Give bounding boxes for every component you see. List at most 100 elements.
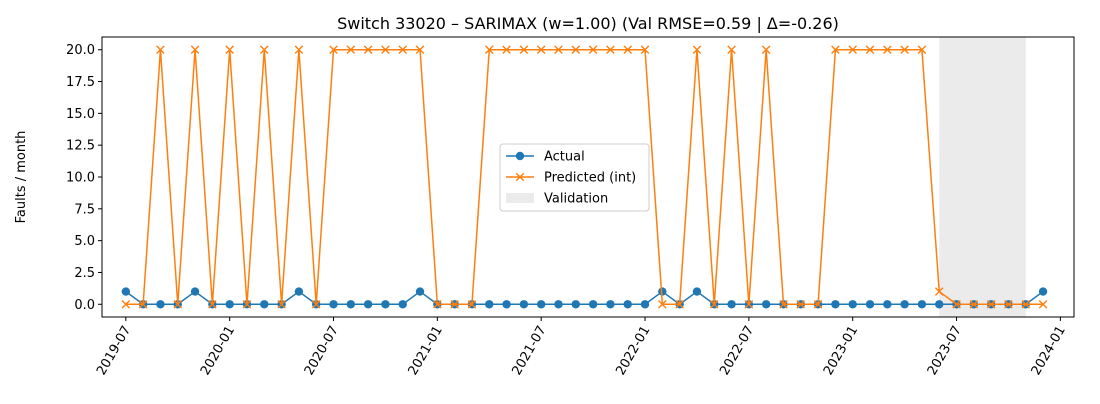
data-point-predicted-int [986,299,996,309]
data-point-predicted-int [969,299,979,309]
data-point-predicted-int [329,45,338,55]
x-tick-label: 2019-07 [94,324,134,379]
data-point-actual [381,300,390,309]
data-point-actual [519,300,529,309]
data-point-actual [121,287,131,296]
y-axis-label: Faults / month [14,131,29,224]
data-point-predicted-int [415,45,425,55]
data-point-actual [502,300,511,309]
x-tick-label: 2023-07 [925,324,965,379]
y-tick-label: 15.0 [66,107,95,122]
data-point-predicted-int [675,299,684,309]
data-point-predicted-int [831,45,840,55]
data-point-predicted-int [502,45,511,55]
x-tick-label: 2022-01 [613,324,653,379]
data-point-predicted-int [363,45,373,55]
data-point-predicted-int [381,45,390,55]
data-point-predicted-int [796,299,806,309]
data-point-predicted-int [225,45,234,55]
data-point-actual [588,300,598,309]
y-tick-label: 0.0 [74,298,95,313]
series-line-predicted-int [125,48,1044,306]
data-point-actual [571,300,581,309]
data-point-predicted-int [865,45,875,55]
data-point-predicted-int [848,45,857,55]
data-point-predicted-int [519,45,529,55]
data-point-actual [848,300,857,309]
data-point-predicted-int [744,299,754,309]
data-point-predicted-int [813,299,823,309]
data-point-predicted-int [623,45,633,55]
data-point-actual [536,300,546,309]
chart-title: Switch 33020 – SARIMAX (w=1.00) (Val RMS… [337,14,839,33]
data-point-actual [329,300,338,309]
data-point-actual [225,300,234,309]
data-point-predicted-int [294,45,304,55]
data-point-predicted-int [917,45,927,55]
x-tick-label: 2020-01 [198,324,238,379]
data-point-predicted-int [346,45,356,55]
data-point-actual [363,300,373,309]
validation-region [939,37,1026,317]
y-tick-label: 7.5 [74,202,95,217]
data-point-predicted-int [658,299,667,309]
data-point-actual [761,300,771,309]
data-point-predicted-int [727,45,736,55]
data-point-actual [156,300,165,309]
data-point-predicted-int [484,45,494,55]
data-point-predicted-int [311,299,321,309]
data-point-predicted-int [156,45,165,55]
data-point-predicted-int [1004,299,1013,309]
data-point-predicted-int [242,299,252,309]
y-tick-label: 5.0 [74,234,95,249]
data-point-actual [415,287,425,296]
data-point-predicted-int [692,45,702,55]
data-point-predicted-int [761,45,771,55]
data-point-predicted-int [208,299,217,309]
legend-label-actual: Actual [544,150,585,165]
data-point-predicted-int [121,299,131,309]
x-tick-label: 2024-01 [1029,324,1069,379]
data-point-predicted-int [190,45,200,55]
x-tick-label: 2022-07 [717,324,757,379]
data-point-actual [640,300,650,309]
data-point-actual [692,287,702,296]
y-tick-label: 17.5 [66,75,95,90]
data-point-predicted-int [709,299,719,309]
x-tick-label: 2021-01 [406,324,446,379]
data-point-predicted-int [934,287,944,296]
data-point-actual [900,300,909,309]
data-point-predicted-int [900,45,909,55]
legend-marker-actual [515,151,525,161]
x-tick-label: 2020-07 [302,324,342,379]
legend-label-predicted-int: Predicted (int) [544,171,636,186]
y-tick-label: 2.5 [74,266,95,281]
data-point-actual [658,287,667,296]
legend-label-validation: Validation [544,192,608,207]
data-point-actual [623,300,632,309]
data-point-actual [865,300,875,309]
legend-marker-predicted-int [515,172,525,182]
data-point-actual [935,300,944,309]
data-point-predicted-int [277,299,286,309]
legend-swatch-validation [506,193,534,203]
x-tick-label: 2021-07 [509,324,549,379]
data-point-actual [917,300,927,309]
data-point-predicted-int [606,45,615,55]
data-point-actual [727,300,736,309]
data-point-actual [606,300,615,309]
y-tick-label: 20.0 [66,43,95,58]
data-point-predicted-int [883,45,892,55]
legend-box [499,143,650,212]
data-point-actual [831,300,840,309]
data-point-predicted-int [259,45,269,55]
data-point-predicted-int [640,45,650,55]
data-point-actual [883,300,892,309]
data-point-predicted-int [173,299,183,309]
x-tick-label: 2023-01 [821,324,861,379]
data-point-predicted-int [952,299,961,309]
data-point-actual [346,300,356,309]
data-point-actual [1038,287,1048,296]
